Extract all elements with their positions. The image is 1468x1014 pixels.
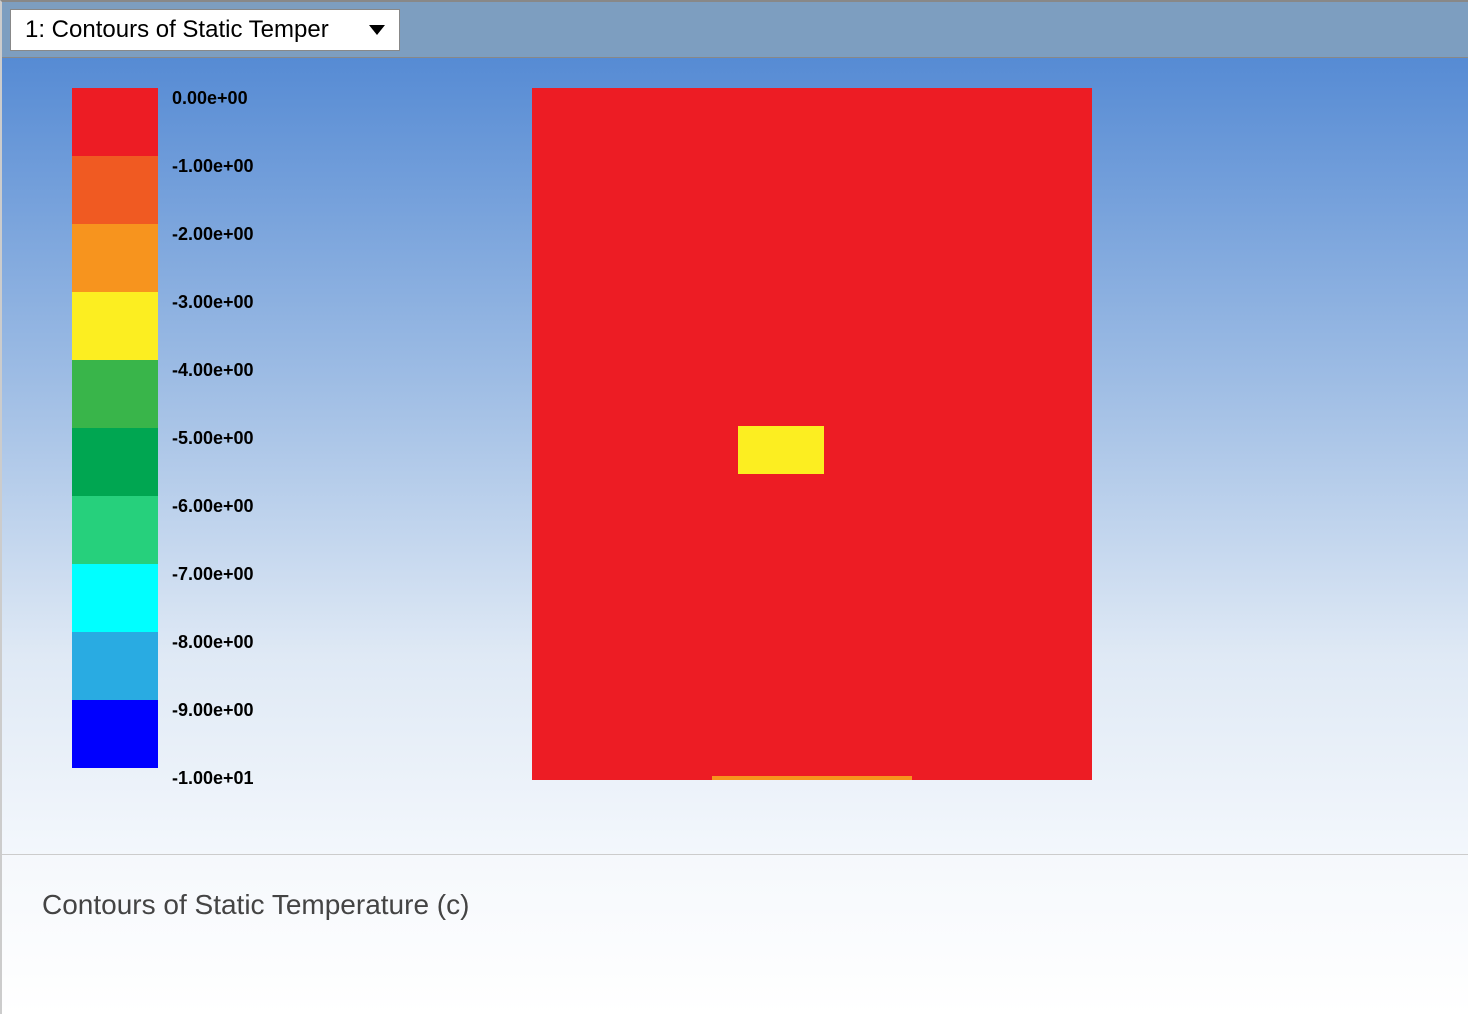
legend-label-5: -5.00e+00 — [172, 428, 254, 496]
plot-bottom-strip — [712, 776, 912, 780]
legend-label-9: -9.00e+00 — [172, 700, 254, 768]
color-segment-8 — [72, 632, 158, 700]
dropdown-label: 1: Contours of Static Temper — [25, 16, 329, 44]
legend-label-8: -8.00e+00 — [172, 632, 254, 700]
chevron-down-icon — [369, 25, 385, 35]
color-legend: 0.00e+00-1.00e+00-2.00e+00-3.00e+00-4.00… — [72, 88, 254, 836]
app-container: 1: Contours of Static Temper 0.00e+00-1.… — [0, 0, 1468, 1014]
plot-title: Contours of Static Temperature (c) — [42, 889, 1428, 921]
legend-label-7: -7.00e+00 — [172, 564, 254, 632]
color-segment-5 — [72, 428, 158, 496]
legend-label-6: -6.00e+00 — [172, 496, 254, 564]
legend-label-10: -1.00e+01 — [172, 768, 254, 836]
legend-labels: 0.00e+00-1.00e+00-2.00e+00-3.00e+00-4.00… — [172, 88, 254, 836]
color-segment-9 — [72, 700, 158, 768]
contour-plot — [532, 88, 1092, 780]
toolbar: 1: Contours of Static Temper — [2, 2, 1468, 58]
color-segment-6 — [72, 496, 158, 564]
legend-label-1: -1.00e+00 — [172, 156, 254, 224]
color-segment-1 — [72, 156, 158, 224]
footer-section: Contours of Static Temperature (c) — [2, 854, 1468, 1014]
visualization-area: 0.00e+00-1.00e+00-2.00e+00-3.00e+00-4.00… — [2, 58, 1468, 854]
legend-label-2: -2.00e+00 — [172, 224, 254, 292]
color-segment-3 — [72, 292, 158, 360]
color-bar — [72, 88, 158, 836]
plot-background — [532, 88, 1092, 780]
view-selector-dropdown[interactable]: 1: Contours of Static Temper — [10, 9, 400, 51]
legend-label-4: -4.00e+00 — [172, 360, 254, 428]
color-segment-2 — [72, 224, 158, 292]
plot-center-feature — [738, 426, 824, 474]
legend-label-3: -3.00e+00 — [172, 292, 254, 360]
color-segment-0 — [72, 88, 158, 156]
color-segment-7 — [72, 564, 158, 632]
color-segment-4 — [72, 360, 158, 428]
legend-label-0: 0.00e+00 — [172, 88, 254, 156]
